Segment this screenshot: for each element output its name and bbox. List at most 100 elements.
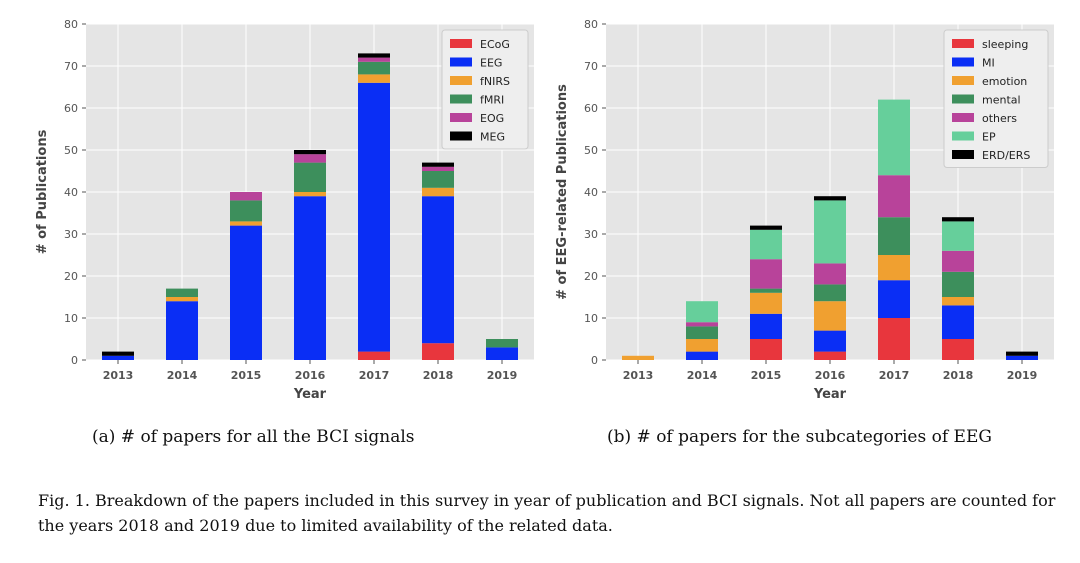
bar-sleeping-2018 — [942, 339, 974, 360]
legend-label-erd-ers: ERD/ERS — [982, 149, 1030, 162]
bar-sleeping-2017 — [878, 318, 910, 360]
x-tick-label: 2015 — [231, 369, 262, 382]
x-tick-label: 2016 — [815, 369, 846, 382]
y-tick-label: 20 — [584, 270, 598, 283]
y-tick-label: 30 — [584, 228, 598, 241]
legend-label-sleeping: sleeping — [982, 38, 1028, 51]
x-tick-label: 2015 — [751, 369, 782, 382]
bar-fmri-2014 — [166, 288, 198, 297]
x-tick-label: 2016 — [295, 369, 326, 382]
bar-fmri-2017 — [358, 61, 390, 75]
x-tick-label: 2019 — [1007, 369, 1038, 382]
bar-erd-ers-2016 — [814, 196, 846, 201]
y-tick-label: 10 — [584, 312, 598, 325]
legend-label-fmri: fMRI — [480, 94, 504, 107]
legend-label-others: others — [982, 112, 1017, 125]
chart-a: 0 10 20 30 40 50 60 70 80 2013 2014 2015 2016 2017 201… — [35, 18, 534, 402]
y-tick-label: 50 — [64, 144, 78, 157]
bar-eog-2017 — [358, 57, 390, 62]
bar-meg-2018 — [422, 162, 454, 167]
legend-label-ep: EP — [982, 131, 996, 144]
subcaption-a: (a) # of papers for all the BCI signals — [92, 427, 415, 447]
y-tick-label: 30 — [64, 228, 78, 241]
bar-eog-2015 — [230, 192, 262, 201]
bar-emotion-2016 — [814, 301, 846, 331]
bar-mental-2018 — [942, 271, 974, 297]
legend: ECoG EEG fNIRS fMRI EOG MEG — [441, 29, 529, 150]
y-tick-label: 10 — [64, 312, 78, 325]
bar-mi-2015 — [750, 313, 782, 339]
figure-caption-text: Breakdown of the papers included in this… — [38, 491, 1056, 535]
x-tick-label: 2017 — [879, 369, 910, 382]
legend-label-mental: mental — [982, 94, 1021, 107]
y-tick-label: 70 — [64, 60, 78, 73]
legend-swatch-ep — [952, 131, 974, 141]
bar-eeg-2013 — [102, 355, 134, 360]
x-tick-label: 2013 — [623, 369, 654, 382]
legend-swatch-mental — [952, 94, 974, 104]
bar-emotion-2017 — [878, 255, 910, 281]
bar-eeg-2014 — [166, 301, 198, 360]
chart-b: 0 10 20 30 40 50 60 70 80 2013 2014 2015 2016 2017 201… — [555, 18, 1054, 402]
y-tick-label: 80 — [64, 18, 78, 31]
y-tick-label: 70 — [584, 60, 598, 73]
bar-erd-ers-2019 — [1006, 351, 1038, 356]
bar-others-2014 — [686, 322, 718, 327]
legend-swatch-mi — [952, 57, 974, 67]
y-tick-label: 60 — [64, 102, 78, 115]
x-tick-label: 2018 — [943, 369, 974, 382]
y-tick-label: 0 — [591, 354, 598, 367]
legend-label-emotion: emotion — [982, 75, 1027, 88]
bar-fnirs-2014 — [166, 297, 198, 302]
bar-ecog-2017 — [358, 351, 390, 360]
x-tick-label: 2013 — [103, 369, 134, 382]
bar-sleeping-2016 — [814, 351, 846, 360]
bar-erd-ers-2015 — [750, 225, 782, 230]
legend-swatch-others — [952, 113, 974, 122]
bar-fnirs-2017 — [358, 74, 390, 83]
legend-swatch-fnirs — [450, 76, 472, 85]
legend-swatch-erd-ers — [952, 150, 974, 159]
bar-ep-2016 — [814, 200, 846, 264]
y-tick-label: 0 — [71, 354, 78, 367]
bar-emotion-2014 — [686, 339, 718, 352]
bar-others-2015 — [750, 259, 782, 289]
bar-ep-2015 — [750, 229, 782, 260]
x-tick-label: 2017 — [359, 369, 390, 382]
bar-fmri-2018 — [422, 171, 454, 188]
subcaption-b: (b) # of papers for the subcategories of… — [607, 427, 992, 447]
x-axis-label: Year — [293, 387, 327, 402]
legend-label-mi: MI — [982, 57, 995, 70]
bar-eog-2016 — [294, 154, 326, 163]
figure-caption: Fig. 1. Breakdown of the papers included… — [38, 488, 1058, 538]
bar-ep-2017 — [878, 99, 910, 176]
bar-mi-2018 — [942, 305, 974, 339]
bar-fmri-2016 — [294, 162, 326, 192]
y-axis-label: # of EEG-related Publications — [555, 84, 570, 300]
bar-mental-2017 — [878, 217, 910, 255]
bar-mental-2016 — [814, 284, 846, 302]
bar-fnirs-2018 — [422, 187, 454, 197]
bar-eeg-2016 — [294, 196, 326, 360]
bar-eog-2018 — [422, 166, 454, 171]
legend-swatch-emotion — [952, 76, 974, 85]
bar-fnirs-2015 — [230, 221, 262, 226]
bar-fmri-2015 — [230, 200, 262, 222]
bar-ep-2014 — [686, 301, 718, 323]
legend-swatch-sleeping — [952, 39, 974, 48]
legend-swatch-eeg — [450, 57, 472, 67]
x-tick-label: 2014 — [687, 369, 718, 382]
bar-ecog-2018 — [422, 343, 454, 360]
bar-emotion-2013 — [622, 355, 654, 360]
y-tick-label: 20 — [64, 270, 78, 283]
figure-caption-label: Fig. 1. — [38, 491, 90, 510]
x-axis-label: Year — [813, 387, 847, 402]
bar-mi-2019 — [1006, 355, 1038, 360]
bar-mental-2014 — [686, 326, 718, 339]
x-tick-label: 2018 — [423, 369, 454, 382]
bar-meg-2017 — [358, 53, 390, 58]
legend-swatch-ecog — [450, 39, 472, 48]
legend-label-fnirs: fNIRS — [480, 75, 510, 88]
bar-others-2016 — [814, 263, 846, 285]
